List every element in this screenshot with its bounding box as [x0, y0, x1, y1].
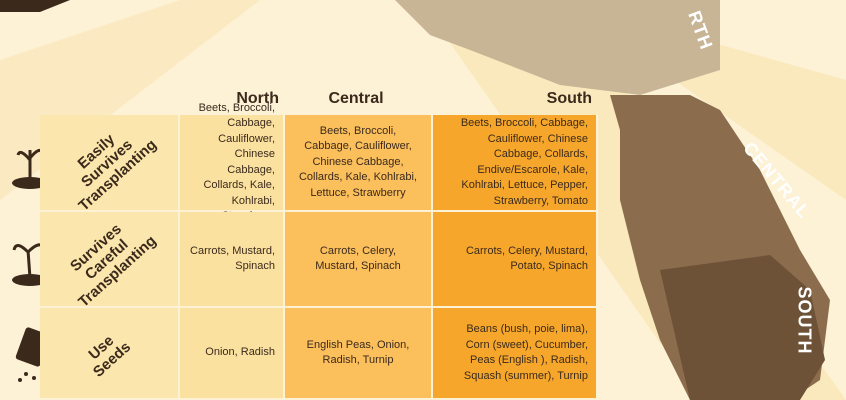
cell-line: Beets, Broccoli, Cabbage,	[460, 117, 588, 129]
cell-line: Spinach	[235, 260, 275, 272]
cell-line: Collards, Kale, Kohlrabi,	[298, 171, 417, 184]
table-cell: Beans (bush, poie, lima), Corn (sweet), C…	[433, 308, 598, 400]
cell-line: Collards, Kale, Kohlrabi,	[203, 179, 275, 207]
cell-line: Carrots, Celery, Mustard,	[465, 244, 588, 257]
table-cell: Carrots, Celery, Mustard, Spinach	[285, 212, 433, 308]
map-label: SOUTH	[794, 286, 815, 355]
cell-line: Cauliflower, Chinese	[487, 132, 588, 145]
cell-line: Mustard, Spinach	[315, 260, 401, 272]
cell-line: Cabbage, Cauliflower,	[304, 140, 412, 153]
cell-line: Cabbage, Cauliflower,	[218, 117, 275, 145]
cell-line: Peas (English ), Radish,	[470, 354, 588, 366]
cell-line: Chinese Cabbage,	[312, 155, 404, 168]
table-cell: English Peas, Onion, Radish, Turnip	[285, 308, 433, 400]
table-cell: Carrots, Mustard, Spinach	[180, 212, 285, 308]
cell-line: Endive/Escarole, Kale,	[477, 163, 588, 176]
cell-line: Radish, Turnip	[322, 354, 394, 366]
cell-line: Onion, Radish	[205, 346, 275, 359]
cell-line: Chinese Cabbage,	[227, 148, 275, 176]
column-header: South	[546, 90, 592, 107]
column-header: Central	[328, 90, 384, 107]
cell-line: Cabbage, Collards,	[493, 148, 588, 160]
table-cell: Beets, Broccoli, Cabbage, Cauliflower, Ch…	[433, 115, 598, 212]
cell-line: Strawberry, Tomato	[493, 194, 588, 207]
table-cell: Beets, Broccoli, Cabbage, Cauliflower, Chi…	[285, 115, 433, 212]
table-cell: Carrots, Celery, Mustard, Potato, Spinach	[433, 212, 598, 308]
table-cell: Beets, Broccoli, Cabbage, Cauliflower, Chi…	[180, 102, 285, 222]
cell-line: Carrots, Celery,	[319, 244, 397, 257]
row-header-cell	[40, 212, 180, 308]
cell-line: Beets, Broccoli,	[198, 101, 275, 114]
cell-line: Beets, Broccoli,	[319, 124, 397, 137]
cell-line: Kohlrabi, Lettuce, Pepper,	[461, 179, 588, 191]
cell-line: English Peas, Onion,	[306, 338, 410, 351]
cell-line: Carrots, Mustard,	[190, 244, 275, 257]
cell-line: Lettuce, Strawberry	[310, 186, 406, 199]
row-header-cell	[40, 308, 180, 400]
table-cell: Onion, Radish	[180, 308, 285, 400]
row-header-cell	[40, 115, 180, 212]
column-header: North	[236, 90, 279, 107]
cell-line: Beans (bush, poie, lima),	[466, 323, 588, 335]
cell-line: Corn (sweet), Cucumber,	[465, 338, 588, 351]
cell-line: Potato, Spinach	[510, 260, 588, 272]
cell-line: Squash (summer), Turnip	[463, 369, 588, 382]
